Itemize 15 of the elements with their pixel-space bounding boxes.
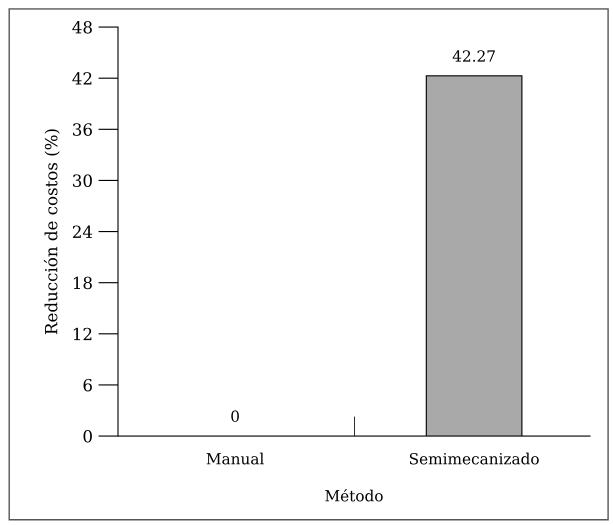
x-axis-title: Método bbox=[325, 489, 383, 502]
y-tick-label: 36 bbox=[73, 123, 92, 136]
y-tick-label: 6 bbox=[84, 378, 92, 392]
y-tick-label: 30 bbox=[73, 174, 92, 187]
y-tick-label: 12 bbox=[74, 328, 92, 340]
y-tick-label: 48 bbox=[72, 21, 92, 34]
x-tick-label: Semimecanizado bbox=[410, 452, 539, 465]
y-tick-label: 24 bbox=[72, 225, 92, 238]
y-axis-title: Reducción de costos (%) bbox=[44, 129, 60, 334]
x-tick-label: Manual bbox=[206, 452, 264, 465]
y-tick-label: 0 bbox=[83, 430, 92, 443]
y-tick-label: 18 bbox=[74, 276, 92, 290]
data-label: 42.27 bbox=[452, 50, 495, 62]
data-label: 0 bbox=[231, 410, 239, 422]
y-tick-label: 42 bbox=[72, 72, 92, 84]
